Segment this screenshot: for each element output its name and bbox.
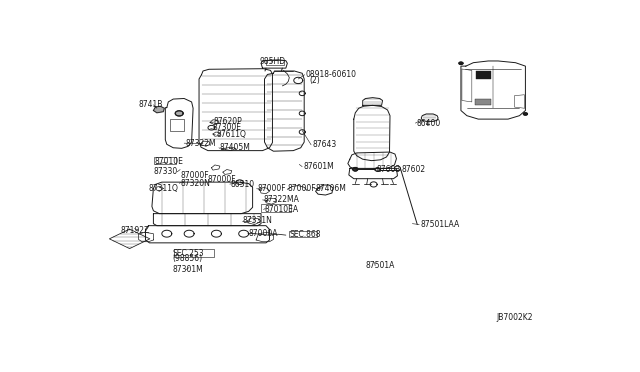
- Bar: [170, 119, 184, 131]
- Text: 86400: 86400: [416, 119, 440, 128]
- Text: 87010E: 87010E: [154, 157, 183, 166]
- Text: 985HD: 985HD: [259, 57, 285, 66]
- Bar: [475, 99, 491, 105]
- Text: SEC.868: SEC.868: [289, 230, 321, 239]
- Polygon shape: [353, 167, 358, 171]
- Text: 08918-60610: 08918-60610: [306, 70, 356, 79]
- Polygon shape: [524, 113, 527, 115]
- Text: SEC.253: SEC.253: [172, 248, 204, 258]
- Text: (2): (2): [310, 76, 321, 85]
- Text: 87501A: 87501A: [365, 261, 395, 270]
- Text: 87601M: 87601M: [303, 162, 334, 171]
- Text: 87322MA: 87322MA: [264, 195, 300, 204]
- Text: 87000F: 87000F: [287, 184, 316, 193]
- Polygon shape: [154, 106, 164, 113]
- Text: 87000F: 87000F: [257, 184, 286, 193]
- Text: 87320N: 87320N: [180, 179, 210, 188]
- Bar: [174, 248, 214, 257]
- Text: 87331N: 87331N: [243, 216, 273, 225]
- Polygon shape: [175, 111, 183, 116]
- Bar: [266, 60, 284, 65]
- Text: 87300E: 87300E: [213, 123, 242, 132]
- Text: 87643: 87643: [312, 140, 337, 150]
- Text: 87000F: 87000F: [180, 171, 209, 180]
- Text: (98856): (98856): [172, 254, 202, 263]
- Text: 87405M: 87405M: [220, 143, 251, 152]
- Text: 86510: 86510: [230, 180, 255, 189]
- Text: 87192Z: 87192Z: [121, 226, 150, 235]
- Text: JB7002K2: JB7002K2: [497, 313, 533, 322]
- Text: 87322M: 87322M: [185, 139, 216, 148]
- Text: 8741B: 8741B: [138, 100, 163, 109]
- Text: 87602: 87602: [401, 165, 426, 174]
- Bar: [476, 71, 491, 79]
- Text: 87501LAA: 87501LAA: [420, 220, 460, 229]
- Text: 87620P: 87620P: [214, 118, 243, 126]
- Bar: [154, 157, 176, 164]
- Text: 87000F: 87000F: [208, 175, 237, 184]
- Polygon shape: [459, 62, 463, 64]
- Bar: [261, 204, 291, 212]
- Text: 87010EA: 87010EA: [264, 205, 299, 214]
- Text: 87000A: 87000A: [249, 229, 278, 238]
- Text: 87611Q: 87611Q: [216, 130, 246, 139]
- Text: 87301M: 87301M: [172, 265, 203, 274]
- Text: 87406M: 87406M: [315, 184, 346, 193]
- Text: 87603: 87603: [376, 165, 401, 174]
- Text: 87330: 87330: [154, 167, 178, 176]
- Text: 87311Q: 87311Q: [148, 184, 179, 193]
- Bar: [289, 231, 317, 237]
